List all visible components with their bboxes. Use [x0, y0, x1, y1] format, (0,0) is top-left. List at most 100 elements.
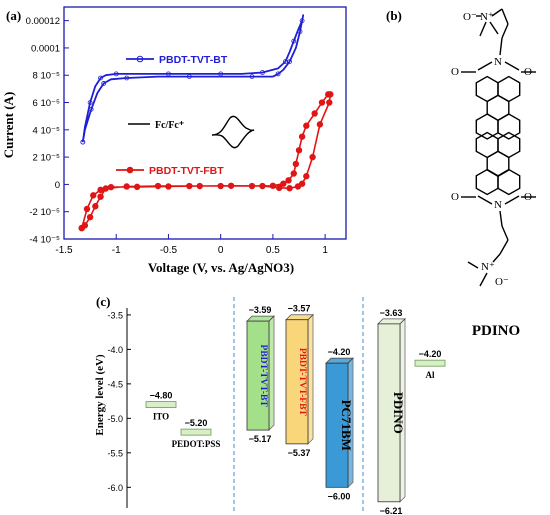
cv-y-tick-label: 4 10⁻⁵: [33, 125, 61, 136]
fc-legend-label: Fc/Fc⁺: [155, 120, 184, 131]
top-carbonyl-o1: O: [451, 66, 459, 78]
band-homo-label-3: −6.21: [380, 506, 403, 515]
bottom-chain-1: [499, 210, 503, 227]
cv-point-2: [275, 184, 283, 192]
cv-legend-marker-1: [136, 55, 144, 63]
level-name-2: Al: [426, 370, 435, 380]
cv-point-2: [86, 213, 94, 221]
bottom-chain-3: [499, 239, 509, 255]
cv-x-tick-label: -1.5: [55, 245, 73, 256]
level-value-1: −5.20: [185, 418, 208, 428]
energy-y-tick-label: -4.0: [107, 345, 123, 355]
cv-point-1: [299, 18, 305, 24]
cv-x-tick-label: -0.5: [160, 245, 178, 256]
top-methyl-1: [479, 21, 487, 37]
level-name-1: PEDOT:PSS: [172, 439, 221, 449]
band-lumo-label-2: −4.20: [328, 347, 351, 357]
level-value-2: −4.20: [419, 349, 442, 359]
band-front-0: [246, 320, 270, 431]
cv-point-2: [286, 185, 293, 192]
cv-y-tick-label: -2 10⁻⁵: [29, 207, 60, 218]
cv-x-axis: -1.5 -1 -0.5 0 0.5 1: [55, 234, 328, 256]
cv-point-2: [295, 147, 303, 154]
level-bar-2: [414, 359, 446, 367]
cv-point-2: [326, 99, 333, 106]
bottom-imide-b2: [504, 195, 520, 205]
bottom-carbonyl-o1: O: [451, 191, 459, 203]
fc-cv-trace: [211, 115, 255, 149]
cv-point-2: [92, 203, 99, 210]
bottom-oxide-label: O⁻: [495, 276, 509, 288]
cv-point-1: [88, 106, 94, 112]
top-nitrogen-label: N⁺: [480, 11, 494, 23]
cv-point-1: [249, 74, 255, 79]
cv-series-line-1: [81, 14, 305, 143]
cv-series-line-2: [81, 93, 332, 229]
cv-x-tick-label: 0: [218, 245, 224, 256]
bottom-chain-2: [501, 225, 509, 241]
cv-point-1: [113, 71, 119, 77]
fc-inset: Fc/Fc⁺: [128, 115, 255, 149]
bottom-methyl-1: [479, 272, 488, 287]
level-value-0: −4.80: [150, 391, 173, 401]
cv-point-1: [80, 139, 86, 145]
band-homo-label-2: −6.00: [328, 491, 351, 501]
molecule-name: PDINO: [472, 323, 520, 339]
top-oxide-label: O⁻: [463, 11, 477, 23]
bottom-nitrogen-label: N⁺: [481, 261, 495, 273]
top-chain-3: [501, 23, 509, 39]
cv-point-1: [98, 75, 103, 81]
band-homo-label-0: −5.17: [249, 434, 272, 444]
band-lumo-label-0: −3.59: [249, 305, 272, 315]
cv-point-1: [287, 59, 293, 64]
cv-series-group: [78, 14, 334, 232]
cv-point-2: [298, 133, 306, 140]
cv-point-1: [166, 71, 171, 77]
cv-point-2: [83, 205, 91, 213]
core-ring: [486, 150, 510, 178]
cv-point-1: [186, 74, 192, 79]
cv-point-2: [123, 183, 130, 190]
top-methyl-2: [489, 21, 499, 35]
pdino-structure: O⁻ N⁺ N O O O O N N⁺ O⁻ PDINO: [451, 8, 536, 339]
band-lumo-label-3: −3.63: [380, 308, 403, 318]
core-ring: [475, 168, 499, 196]
band-front-3: [377, 323, 401, 503]
top-chain-1: [491, 8, 503, 17]
core-ring: [475, 113, 499, 140]
core-ring: [497, 168, 521, 196]
cv-point-1: [297, 29, 303, 34]
band-homo-label-1: −5.37: [288, 448, 311, 458]
cv-point-2: [248, 182, 256, 190]
cv-point-2: [294, 183, 302, 190]
level-name-0: ITO: [153, 412, 169, 422]
band-side-face-0: [268, 315, 275, 432]
cv-point-2: [303, 122, 310, 129]
band-name-3: PDINO: [391, 392, 406, 434]
energy-y-tick-label: -5.0: [107, 414, 123, 424]
band-name-1: PBDT-TVT-FBT: [297, 348, 307, 417]
level-bar-1: [180, 428, 212, 436]
energy-diagram: -3.5 -4.0 -4.5 -5.0 -5.5 -6.0 Energy level (e…: [94, 297, 446, 515]
energy-y-tick-label: -6.0: [107, 483, 123, 493]
cv-point-2: [78, 224, 85, 232]
core-ring: [497, 113, 521, 140]
cv-legend-label-1: PBDT-TVT-BT: [159, 54, 228, 66]
cv-x-tick-label: -1: [112, 245, 121, 256]
cv-point-2: [311, 110, 318, 117]
cv-point-2: [133, 183, 141, 191]
bottom-methyl-2: [467, 261, 479, 269]
top-chain-2: [501, 8, 509, 25]
band-lumo-label-1: −3.57: [288, 304, 311, 314]
cv-point-2: [186, 182, 193, 190]
cv-y-tick-label: 0.0001: [31, 43, 60, 54]
cv-point-2: [97, 186, 104, 194]
cv-y-tick-label: 8 10⁻⁵: [33, 71, 61, 82]
cv-point-1: [291, 38, 297, 44]
energy-y-axis: -3.5 -4.0 -4.5 -5.0 -5.5 -6.0: [107, 310, 131, 493]
top-imide-b2: [504, 61, 520, 71]
cv-point-2: [318, 99, 326, 106]
cv-point-1: [275, 71, 281, 77]
cv-x-tick-label: 1: [322, 245, 328, 256]
